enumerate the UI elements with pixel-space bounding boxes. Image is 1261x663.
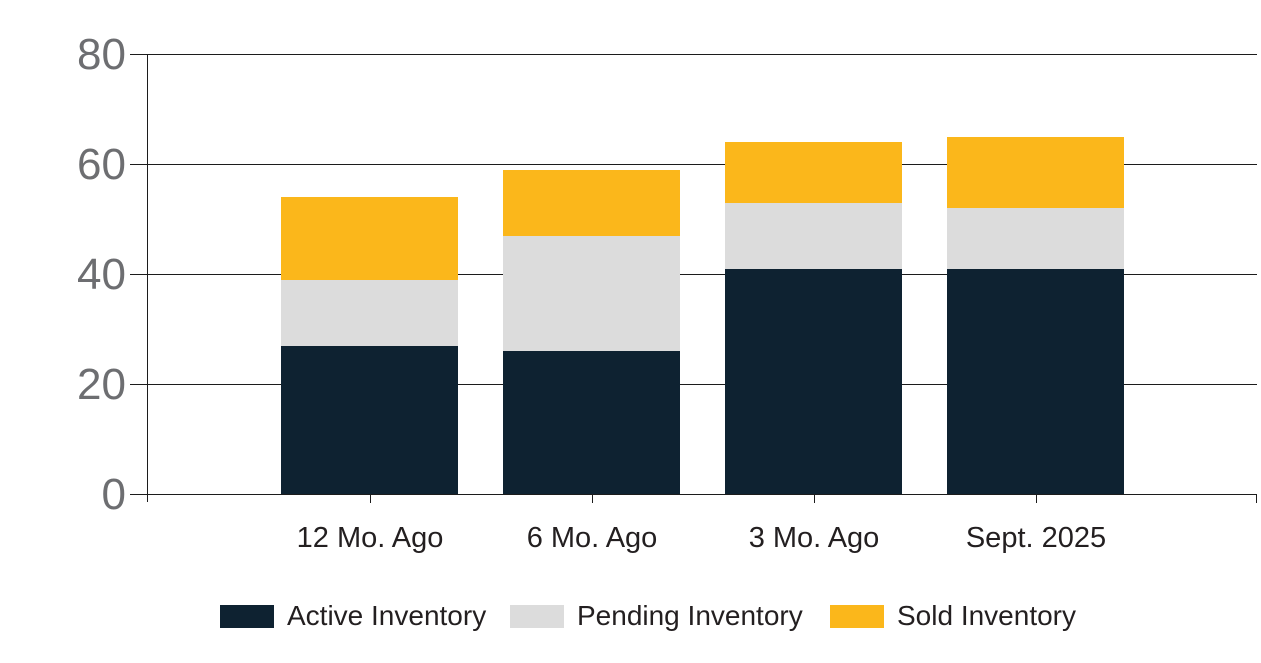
legend-swatch-icon <box>830 604 884 628</box>
legend-label: Sold Inventory <box>897 600 1076 631</box>
gridline <box>130 54 1257 55</box>
x-axis-tick-label: 3 Mo. Ago <box>748 522 880 554</box>
y-axis-tick-label: 0 <box>101 470 126 519</box>
legend-item-active-inventory: Active Inventory <box>220 600 487 631</box>
gridline <box>130 494 1257 495</box>
x-axis-tick <box>370 494 371 503</box>
bar-segment-sold-inventory <box>281 197 458 280</box>
x-axis-tick <box>814 494 815 503</box>
x-axis-tick-label: 12 Mo. Ago <box>296 522 444 554</box>
gridline <box>130 164 1257 165</box>
x-axis-tick-label: 6 Mo. Ago <box>526 522 658 554</box>
y-axis-line <box>147 54 148 502</box>
bar-segment-active-inventory <box>503 351 680 494</box>
bar-segment-sold-inventory <box>503 170 680 236</box>
x-axis-tick <box>592 494 593 503</box>
bar-segment-active-inventory <box>947 269 1124 494</box>
x-axis-tick-label: Sept. 2025 <box>965 522 1107 554</box>
legend-item-pending-inventory: Pending Inventory <box>510 600 803 631</box>
y-axis-tick-label: 60 <box>77 140 126 189</box>
y-axis-tick-label: 20 <box>77 360 126 409</box>
bar-segment-pending-inventory <box>503 236 680 351</box>
bar-segment-pending-inventory <box>947 208 1124 269</box>
bar-segment-active-inventory <box>725 269 902 494</box>
bar-segment-pending-inventory <box>281 280 458 346</box>
bar-segment-sold-inventory <box>947 137 1124 208</box>
legend-label: Active Inventory <box>287 600 487 631</box>
legend-swatch-icon <box>220 604 274 628</box>
x-axis-tick <box>1036 494 1037 503</box>
gridline <box>130 274 1257 275</box>
x-axis-end-tick <box>1256 494 1257 503</box>
y-axis-tick-label: 80 <box>77 30 126 79</box>
y-axis-tick-label: 40 <box>77 250 126 299</box>
legend-item-sold-inventory: Sold Inventory <box>830 600 1076 631</box>
bar-segment-pending-inventory <box>725 203 902 269</box>
legend-swatch-icon <box>510 604 564 628</box>
gridline <box>130 384 1257 385</box>
bar-segment-sold-inventory <box>725 142 902 203</box>
legend-label: Pending Inventory <box>577 600 803 631</box>
bar-segment-active-inventory <box>281 346 458 494</box>
